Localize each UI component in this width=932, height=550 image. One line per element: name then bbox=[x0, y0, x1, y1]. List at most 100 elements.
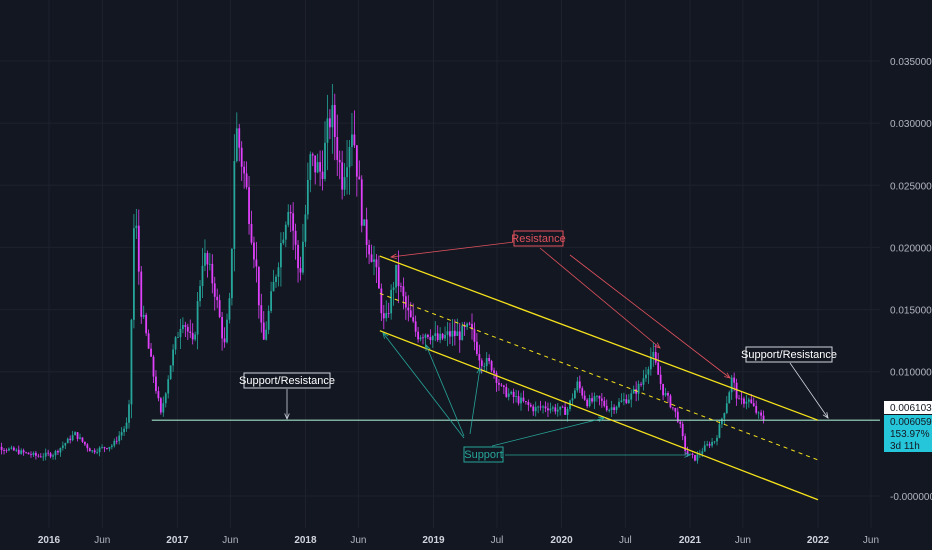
candle-body bbox=[226, 319, 228, 343]
candle-body bbox=[370, 254, 373, 262]
candle-body bbox=[507, 393, 510, 397]
candle-body bbox=[713, 441, 716, 443]
candle-body bbox=[42, 456, 45, 458]
candle-body bbox=[755, 405, 758, 413]
candle-body bbox=[703, 445, 706, 452]
candle-body bbox=[270, 291, 272, 311]
annotation-arrow bbox=[569, 254, 731, 379]
candle-body bbox=[128, 404, 130, 423]
drawing-tools[interactable] bbox=[151, 241, 880, 501]
candle-body bbox=[498, 382, 500, 385]
candle-body bbox=[757, 412, 760, 414]
grid-lines bbox=[0, 0, 880, 528]
candle-body bbox=[424, 334, 427, 338]
candle-body bbox=[500, 384, 503, 386]
candle-body bbox=[466, 323, 468, 328]
candle-body bbox=[608, 410, 611, 411]
candle-body bbox=[561, 406, 564, 408]
candle-body bbox=[248, 187, 250, 225]
candle-body bbox=[377, 267, 380, 289]
candle-body bbox=[573, 390, 576, 399]
candle-body bbox=[76, 432, 79, 439]
candle-body bbox=[527, 402, 530, 405]
candle-body bbox=[152, 356, 155, 377]
price-axis[interactable]: 0.035000 0.030000 0.025000 0.020000 0.015000… bbox=[890, 57, 932, 503]
candle-body bbox=[760, 412, 762, 416]
candle-body bbox=[103, 447, 106, 449]
annotation-arrow bbox=[789, 362, 829, 419]
arrow-head bbox=[284, 413, 290, 421]
x-tick-label: Jun bbox=[350, 535, 366, 546]
support-resistance-annotation-right[interactable]: Support/Resistance bbox=[741, 346, 837, 363]
candle-body bbox=[324, 142, 326, 179]
support-annotation[interactable]: Support bbox=[463, 446, 504, 463]
candle-body bbox=[390, 289, 393, 314]
candle-body bbox=[404, 296, 407, 308]
candle-body bbox=[284, 224, 287, 240]
candle-body bbox=[159, 398, 162, 413]
candle-body bbox=[605, 405, 608, 411]
candle-body bbox=[600, 398, 603, 401]
candle-body bbox=[167, 379, 170, 394]
candle-body bbox=[196, 301, 199, 335]
candle-body bbox=[306, 179, 309, 215]
candle-body bbox=[556, 409, 559, 412]
candle-body bbox=[718, 424, 721, 438]
candle-body bbox=[593, 396, 596, 402]
candle-body bbox=[515, 396, 517, 397]
candle-body bbox=[725, 403, 728, 413]
candle-body bbox=[331, 105, 334, 128]
candle-body bbox=[735, 382, 738, 399]
candle-body bbox=[93, 450, 96, 453]
candle-body bbox=[297, 244, 299, 269]
candle-body bbox=[86, 444, 89, 449]
candle-body bbox=[549, 408, 552, 411]
candle-body bbox=[583, 395, 586, 400]
candle-body bbox=[279, 243, 282, 268]
candle-body bbox=[206, 252, 209, 265]
candle-body bbox=[524, 401, 527, 403]
candle-body bbox=[664, 392, 667, 396]
candle-body bbox=[706, 444, 709, 446]
candle-body bbox=[566, 408, 569, 415]
support-resistance-annotation-left[interactable]: Support/Resistance bbox=[239, 372, 335, 389]
candle-body bbox=[529, 404, 532, 407]
arrow-head bbox=[476, 366, 482, 374]
arrow-head bbox=[684, 452, 692, 458]
candle-body bbox=[150, 348, 152, 357]
x-tick-label: 2016 bbox=[38, 535, 61, 546]
annotation-arrow bbox=[491, 417, 605, 447]
candle-body bbox=[431, 336, 434, 341]
candle-body bbox=[436, 333, 439, 341]
candle-body bbox=[365, 219, 368, 245]
candle-body bbox=[747, 399, 750, 402]
y-tick-label: 0.020000 bbox=[890, 243, 932, 254]
candle-body bbox=[302, 241, 304, 273]
candle-body bbox=[738, 398, 740, 400]
arrow-head bbox=[425, 344, 431, 352]
candle-body bbox=[620, 400, 623, 402]
resistance-annotation[interactable]: Resistance bbox=[511, 230, 566, 247]
candle-body bbox=[446, 331, 449, 335]
candle-body bbox=[382, 313, 385, 319]
time-axis[interactable]: 2016 Jun 2017 Jun 2018 Jun 2019 Jul 2020 Jul 2021 J… bbox=[38, 535, 879, 546]
channel-mid-dashed-line[interactable] bbox=[379, 292, 819, 461]
candle-body bbox=[740, 398, 743, 400]
candle-body bbox=[71, 435, 74, 441]
candle-body bbox=[363, 219, 366, 226]
support-label: Support bbox=[464, 449, 503, 461]
candle-body bbox=[645, 374, 647, 379]
candle-body bbox=[671, 407, 674, 409]
candle-body bbox=[177, 337, 179, 338]
y-tick-label: 0.035000 bbox=[890, 57, 932, 68]
candle-body bbox=[316, 162, 319, 173]
annotation-arrow bbox=[425, 344, 465, 437]
candle-body bbox=[66, 438, 69, 444]
channel-upper-line[interactable] bbox=[379, 255, 819, 421]
candle-body bbox=[480, 360, 483, 367]
candle-body bbox=[267, 310, 270, 330]
candle-body bbox=[61, 445, 64, 448]
candle-body bbox=[622, 399, 625, 401]
channel-lower-line[interactable] bbox=[379, 330, 819, 501]
